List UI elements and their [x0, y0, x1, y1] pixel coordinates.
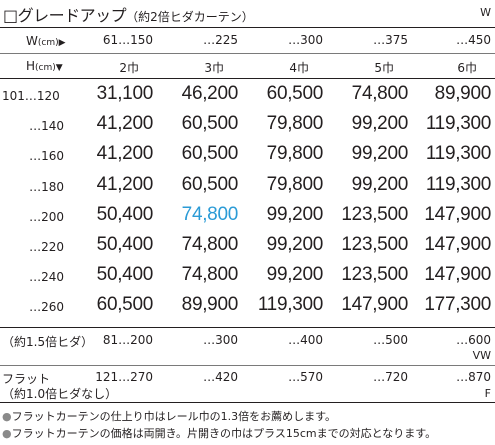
price-cell: 50,400: [96, 204, 154, 225]
price-cell: 50,400: [96, 264, 154, 285]
height-range-label: …240: [29, 270, 64, 284]
width-unit-label: W: [480, 6, 491, 19]
table-top-rule: [0, 27, 495, 28]
height-range-label: 101…120: [2, 89, 60, 103]
title-main: □グレードアップ: [3, 6, 127, 25]
price-cell: 60,500: [96, 294, 154, 315]
header-divider: [0, 53, 495, 54]
height-range-label: …220: [29, 240, 64, 254]
height-range-label: …140: [29, 119, 64, 133]
price-cell: 99,200: [351, 174, 409, 195]
price-cell: 79,800: [266, 174, 324, 195]
price-cell: 41,200: [96, 174, 154, 195]
pleat15-width-4: …500: [373, 333, 408, 347]
price-cell: 147,900: [424, 204, 491, 225]
pleat15-width-1: 81…200: [102, 333, 153, 347]
price-cell: 123,500: [341, 264, 408, 285]
panel-count-3: 4巾: [289, 61, 309, 75]
price-cell: 74,800: [181, 204, 239, 225]
price-cell: 119,300: [425, 174, 491, 195]
price-table-bottom-rule: [0, 327, 495, 328]
page-title: □グレードアップ（約2倍ヒダカーテン）: [3, 2, 254, 26]
panel-count-1: 2巾: [119, 61, 139, 75]
price-cell: 123,500: [341, 204, 408, 225]
height-range-label: …160: [29, 149, 64, 163]
flat-width-2: …420: [203, 370, 238, 384]
pleat15-label: （約1.5倍ヒダ）: [2, 335, 94, 349]
width-range-3: …300: [288, 33, 323, 47]
price-cell: 79,800: [266, 143, 324, 164]
title-subtitle: （約2倍ヒダカーテン）: [126, 10, 254, 24]
price-cell: 74,800: [181, 264, 239, 285]
height-range-label: …200: [29, 210, 64, 224]
flat-width-3: …570: [288, 370, 323, 384]
price-cell: 41,200: [96, 113, 154, 134]
price-cell: 79,800: [266, 113, 324, 134]
pleat15-unit: VW: [472, 349, 491, 362]
flat-divider: [0, 365, 495, 366]
flat-width-1: 121…270: [95, 370, 153, 384]
price-cell: 89,900: [181, 294, 239, 315]
pleat15-width-2: …300: [203, 333, 238, 347]
width-range-1: 61…150: [102, 33, 153, 47]
height-range-label: …260: [29, 300, 64, 314]
price-cell: 99,200: [351, 143, 409, 164]
price-cell: 99,200: [266, 264, 324, 285]
price-cell: 177,300: [424, 294, 491, 315]
flat-label: フラット: [2, 372, 51, 386]
price-cell: 31,100: [96, 83, 154, 104]
price-cell: 119,300: [425, 113, 491, 134]
price-cell: 41,200: [96, 143, 154, 164]
price-cell: 60,500: [181, 113, 239, 134]
price-cell: 147,900: [341, 294, 408, 315]
width-range-4: …375: [373, 33, 408, 47]
price-cell: 60,500: [181, 174, 239, 195]
price-cell: 99,200: [266, 234, 324, 255]
height-header-label: H(cm)▼: [26, 59, 63, 73]
price-cell: 99,200: [266, 204, 324, 225]
price-cell: 123,500: [341, 234, 408, 255]
note-2: ●フラットカーテンの価格は両開き。片開きの巾はプラス15cmまでの対応となります…: [2, 427, 437, 440]
flat-unit: F: [484, 387, 491, 400]
table-bottom-rule: [0, 402, 495, 403]
price-cell: 46,200: [181, 83, 239, 104]
price-cell: 119,300: [257, 294, 323, 315]
width-header-label: W(cm)▶: [26, 34, 66, 48]
price-cell: 99,200: [351, 113, 409, 134]
panel-count-5: 6巾: [457, 61, 477, 75]
price-cell: 60,500: [181, 143, 239, 164]
price-cell: 147,900: [424, 234, 491, 255]
price-cell: 50,400: [96, 234, 154, 255]
price-cell: 147,900: [424, 264, 491, 285]
panel-count-2: 3巾: [204, 61, 224, 75]
flat-width-5: …870: [456, 370, 491, 384]
height-range-label: …180: [29, 180, 64, 194]
width-range-5: …450: [456, 33, 491, 47]
price-cell: 89,900: [434, 83, 492, 104]
price-table-top-rule: [0, 78, 495, 79]
price-cell: 74,800: [181, 234, 239, 255]
price-cell: 119,300: [425, 143, 491, 164]
price-cell: 60,500: [266, 83, 324, 104]
width-range-2: …225: [203, 33, 238, 47]
panel-count-4: 5巾: [374, 61, 394, 75]
pleat15-width-3: …400: [288, 333, 323, 347]
flat-sublabel: （約1.0倍ヒダなし）: [2, 387, 118, 401]
pleat15-width-5: …600: [456, 333, 491, 347]
flat-width-4: …720: [373, 370, 408, 384]
note-1: ●フラットカーテンの仕上り巾はレール巾の1.3倍をお薦めします。: [2, 410, 337, 423]
price-cell: 74,800: [351, 83, 409, 104]
